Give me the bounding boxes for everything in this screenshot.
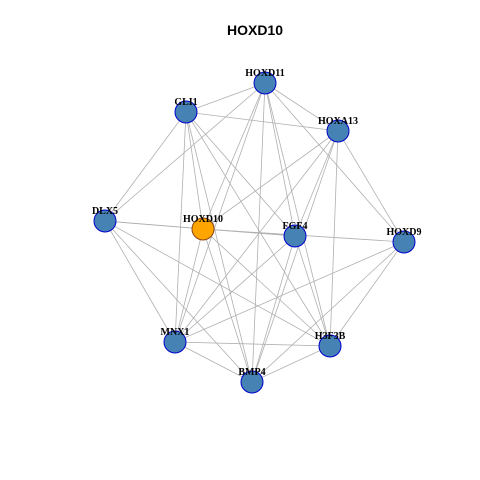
nodes-layer (93, 71, 416, 394)
edge-hoxa13-hoxd9 (337, 130, 405, 243)
edge-hoxd11-hoxd9 (264, 82, 405, 243)
node-hoxa13[interactable] (326, 119, 350, 143)
edge-hoxd9-bmp4 (251, 241, 405, 383)
labels-layer: HOXD11 GLI1 HOXA13 DLX5 HOXD10 FGF4 HOXD9 MNX1 H… (92, 68, 422, 378)
edge-hoxd10-bmp4 (202, 228, 253, 383)
edge-hoxd11-dlx5 (104, 82, 266, 222)
edge-h3f3b-bmp4 (251, 345, 331, 383)
edge-hoxd9-mnx1 (174, 241, 405, 343)
diagram-title: HOXD10 (227, 22, 283, 38)
node-dlx5[interactable] (93, 209, 117, 233)
edge-gli1-dlx5 (104, 111, 187, 222)
node-gli1[interactable] (174, 100, 198, 124)
node-fgf4[interactable] (283, 224, 307, 248)
edge-gli1-fgf4 (185, 111, 296, 237)
edge-hoxa13-fgf4 (294, 130, 339, 237)
edge-fgf4-bmp4 (251, 235, 296, 383)
node-h3f3b[interactable] (318, 334, 342, 358)
edge-hoxd11-fgf4 (264, 82, 296, 237)
edge-hoxd11-gli1 (185, 82, 266, 113)
edge-gli1-hoxa13 (185, 111, 339, 132)
edge-hoxd11-mnx1 (174, 82, 266, 343)
node-label-bmp4: BMP4 (238, 367, 265, 378)
edge-mnx1-h3f3b (174, 341, 331, 347)
edge-dlx5-h3f3b (104, 220, 331, 347)
edge-mnx1-bmp4 (174, 341, 253, 383)
edge-gli1-hoxd10 (185, 111, 204, 230)
edge-hoxd10-mnx1 (174, 228, 204, 343)
edge-dlx5-bmp4 (104, 220, 253, 383)
edge-hoxa13-mnx1 (174, 130, 339, 343)
node-label-hoxa13: HOXA13 (318, 116, 358, 127)
edge-hoxa13-hoxd10 (202, 130, 339, 230)
node-label-hoxd11: HOXD11 (245, 68, 284, 79)
node-label-mnx1: MNX1 (161, 327, 190, 338)
node-hoxd9[interactable] (392, 230, 416, 254)
node-label-fgf4: FGF4 (283, 221, 308, 232)
edge-hoxd10-h3f3b (202, 228, 331, 347)
node-hoxd10[interactable] (191, 217, 215, 241)
edge-fgf4-mnx1 (174, 235, 296, 343)
node-label-h3f3b: H3F3B (315, 331, 346, 342)
edge-hoxd9-h3f3b (329, 241, 405, 347)
edge-hoxd11-h3f3b (264, 82, 331, 347)
edge-hoxd11-hoxd10 (202, 82, 266, 230)
edge-dlx5-mnx1 (104, 220, 176, 343)
node-label-dlx5: DLX5 (92, 206, 118, 217)
node-label-gli1: GLI1 (174, 97, 197, 108)
edge-hoxa13-bmp4 (251, 130, 339, 383)
edge-gli1-bmp4 (185, 111, 253, 383)
node-label-hoxd10: HOXD10 (183, 214, 223, 225)
edges-layer (104, 82, 405, 383)
node-hoxd11[interactable] (253, 71, 277, 95)
edge-gli1-h3f3b (185, 111, 331, 347)
edge-fgf4-h3f3b (294, 235, 331, 347)
node-label-hoxd9: HOXD9 (387, 227, 422, 238)
edge-hoxd11-hoxa13 (264, 82, 339, 132)
node-bmp4[interactable] (240, 370, 264, 394)
node-mnx1[interactable] (163, 330, 187, 354)
edge-hoxa13-h3f3b (329, 130, 339, 347)
